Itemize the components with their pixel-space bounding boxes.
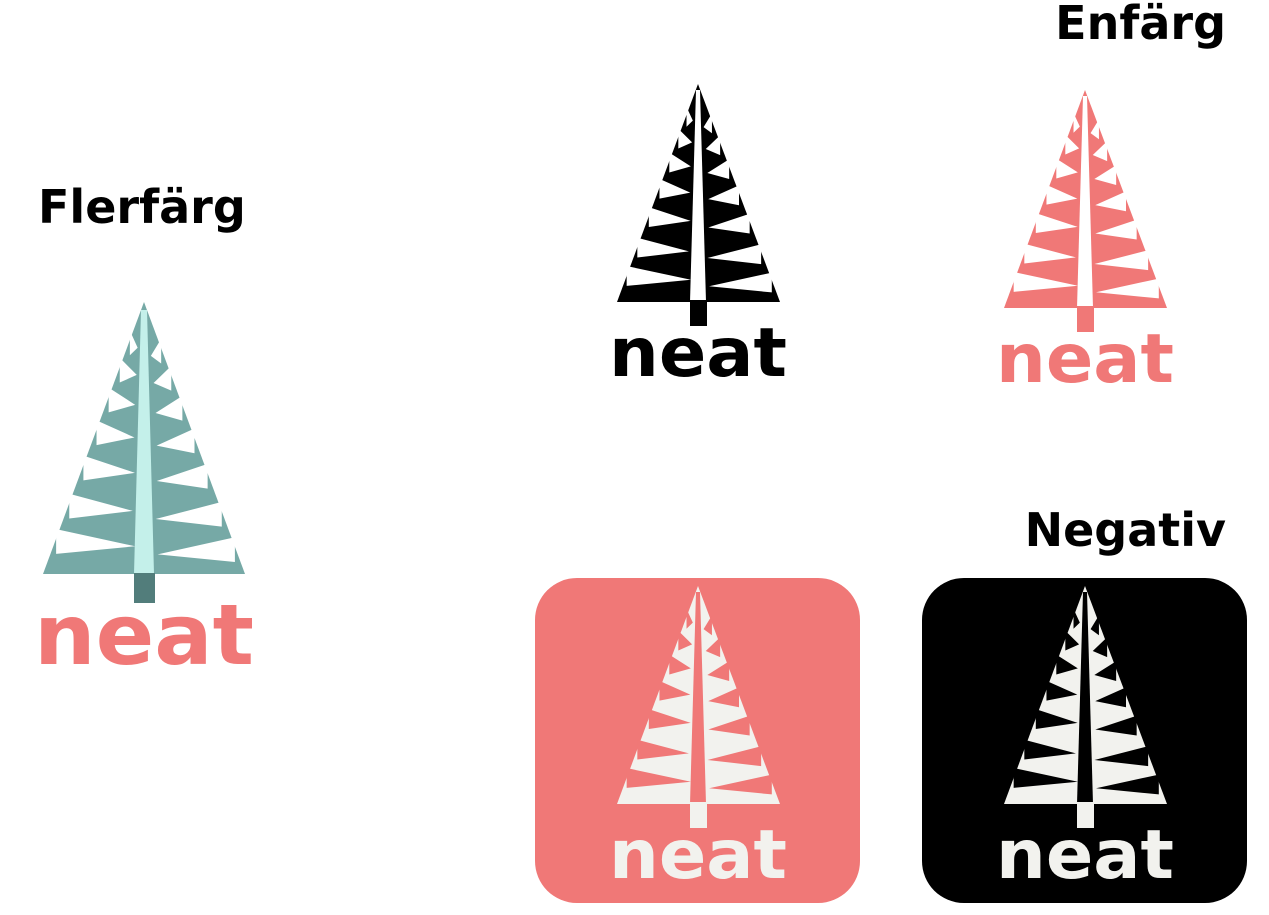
tree-icon xyxy=(1004,586,1167,828)
neat-logo-negative-black: neat xyxy=(996,586,1174,895)
neat-logo-negative-coral: neat xyxy=(609,586,787,895)
wordmark: neat xyxy=(996,320,1174,399)
neat-logo-mono-coral: neat xyxy=(996,90,1174,399)
wordmark: neat xyxy=(34,586,254,684)
wordmark: neat xyxy=(609,314,787,393)
neat-logo-multicolor: neat xyxy=(34,302,254,684)
wordmark: neat xyxy=(996,816,1174,895)
tree-icon xyxy=(1004,90,1167,332)
tree-icon xyxy=(43,302,245,603)
tree-icon xyxy=(617,84,780,326)
neat-logo-mono-black: neat xyxy=(609,84,787,393)
heading-multicolor: Flerfärg xyxy=(38,180,246,234)
tree-icon xyxy=(617,586,780,828)
wordmark: neat xyxy=(609,816,787,895)
heading-monocolor: Enfärg xyxy=(1055,0,1226,50)
heading-negative: Negativ xyxy=(1024,503,1226,557)
